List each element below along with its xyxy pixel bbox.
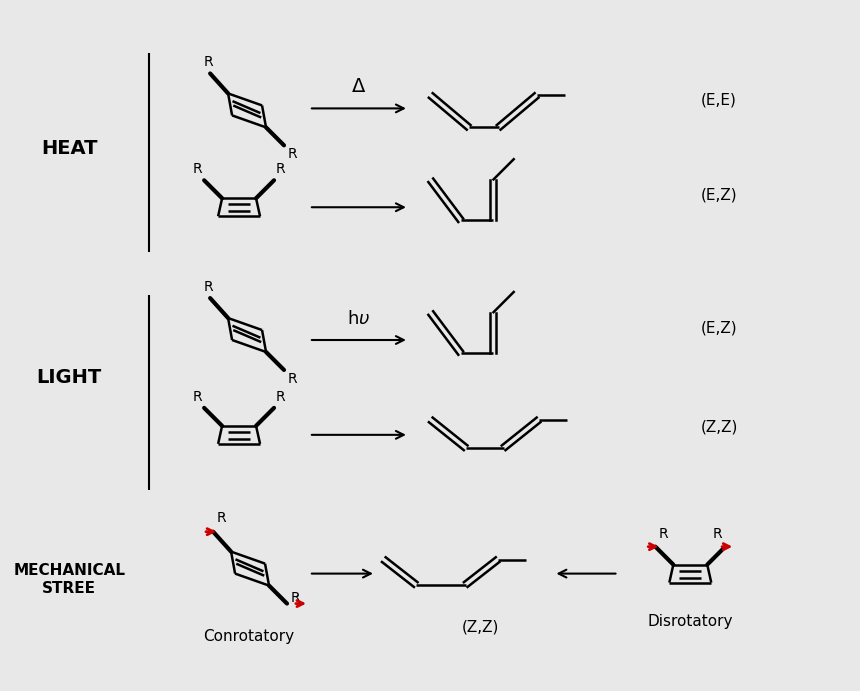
Text: R: R <box>276 162 286 176</box>
Text: R: R <box>193 390 202 404</box>
Text: (E,E): (E,E) <box>700 93 736 108</box>
Text: R: R <box>203 55 213 70</box>
Text: HEAT: HEAT <box>41 139 98 158</box>
Text: R: R <box>276 390 286 404</box>
Text: h$\upsilon$: h$\upsilon$ <box>347 310 371 328</box>
Text: (E,Z): (E,Z) <box>700 188 737 202</box>
Text: R: R <box>291 591 301 605</box>
Text: R: R <box>288 372 298 386</box>
Text: Conrotatory: Conrotatory <box>204 629 295 643</box>
Text: R: R <box>659 527 668 540</box>
Text: R: R <box>203 280 213 294</box>
Text: MECHANICAL
STREE: MECHANICAL STREE <box>14 563 126 596</box>
Text: R: R <box>193 162 202 176</box>
Text: $\Delta$: $\Delta$ <box>351 77 366 97</box>
Text: LIGHT: LIGHT <box>37 368 102 388</box>
Text: (E,Z): (E,Z) <box>700 321 737 336</box>
Text: (Z,Z): (Z,Z) <box>700 419 738 435</box>
Text: (Z,Z): (Z,Z) <box>462 620 500 634</box>
Text: R: R <box>712 527 722 540</box>
Text: R: R <box>217 511 226 524</box>
Text: Disrotatory: Disrotatory <box>648 614 733 629</box>
Text: R: R <box>288 147 298 161</box>
